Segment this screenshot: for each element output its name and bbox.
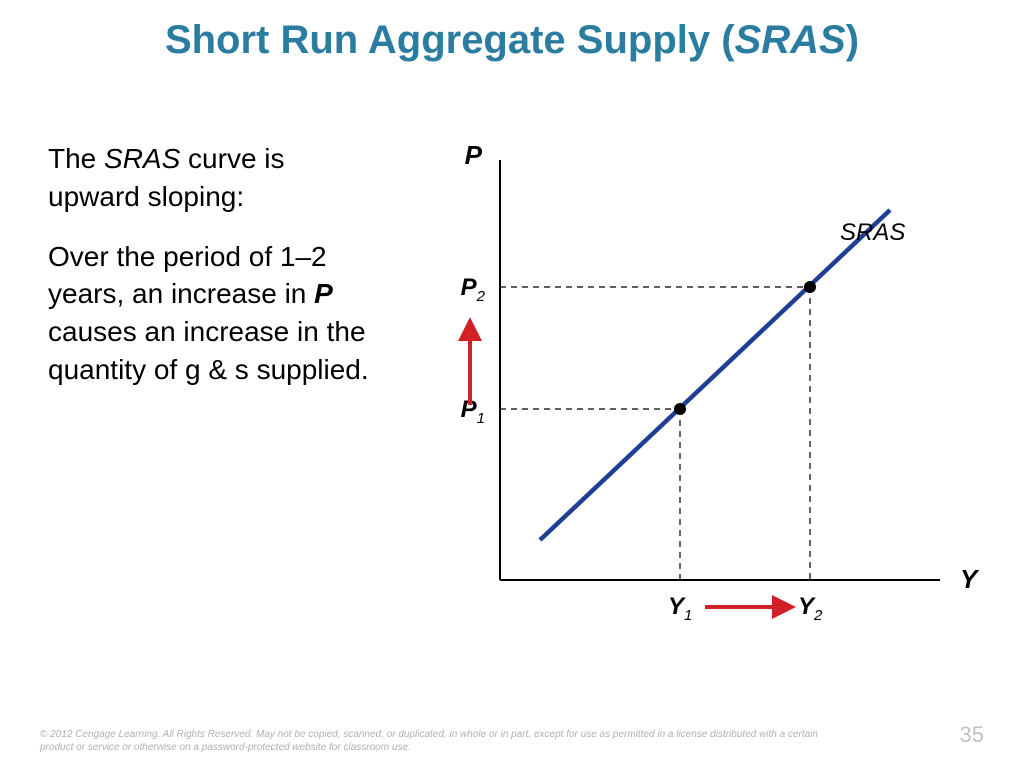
p2-tick-label: P2 xyxy=(461,274,486,305)
body-text: The SRAS curve is upward sloping: Over t… xyxy=(48,140,378,411)
p2-b: causes an increase in the quantity of g … xyxy=(48,316,369,385)
p2-em: P xyxy=(314,278,333,309)
p2-a: Over the period of 1–2 years, an increas… xyxy=(48,241,327,310)
slide: Short Run Aggregate Supply (SRAS) The SR… xyxy=(0,0,1024,768)
x-axis-label: Y xyxy=(960,564,980,594)
y-axis-label: P xyxy=(465,140,483,170)
point-1 xyxy=(674,403,686,415)
point-2 xyxy=(804,281,816,293)
paragraph-1: The SRAS curve is upward sloping: xyxy=(48,140,378,216)
sras-label: SRAS xyxy=(840,219,905,246)
copyright-footer: © 2012 Cengage Learning. All Rights Rese… xyxy=(40,729,840,754)
paragraph-2: Over the period of 1–2 years, an increas… xyxy=(48,238,378,389)
title-post: ) xyxy=(846,18,859,62)
chart-svg: P Y SRAS P2 P1 Y1 xyxy=(420,140,980,660)
y1-tick-label: Y1 xyxy=(668,593,692,624)
slide-title: Short Run Aggregate Supply (SRAS) xyxy=(0,18,1024,63)
p1-em: SRAS xyxy=(104,143,180,174)
sras-line xyxy=(540,210,890,540)
p1-tick-label: P1 xyxy=(461,396,485,427)
sras-chart: P Y SRAS P2 P1 Y1 xyxy=(420,140,980,660)
p1-a: The xyxy=(48,143,104,174)
slide-number: 35 xyxy=(960,722,984,748)
title-pre: Short Run Aggregate Supply ( xyxy=(165,18,735,62)
y2-tick-label: Y2 xyxy=(798,593,823,624)
title-em: SRAS xyxy=(735,18,846,62)
